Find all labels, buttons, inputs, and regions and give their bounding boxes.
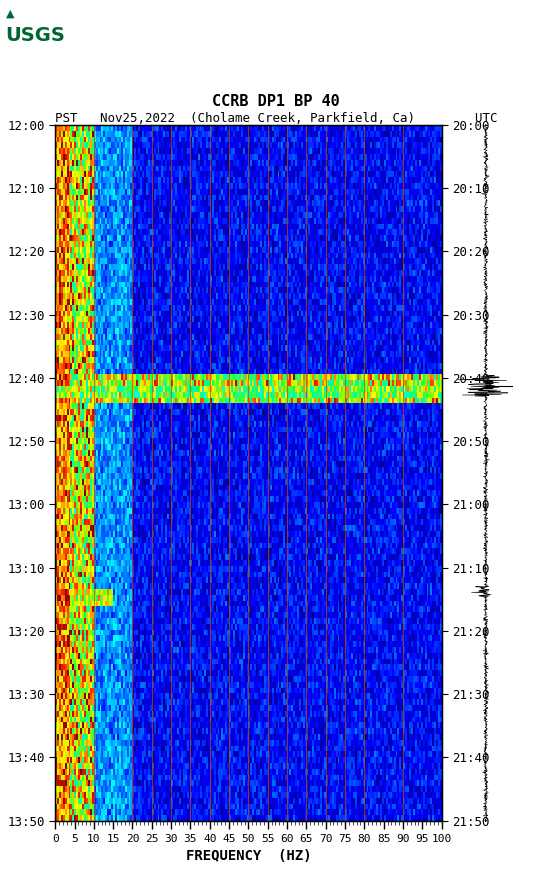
Text: USGS: USGS: [6, 26, 65, 45]
X-axis label: FREQUENCY  (HZ): FREQUENCY (HZ): [185, 849, 311, 863]
Text: ▲: ▲: [6, 9, 14, 19]
Text: PST   Nov25,2022  (Cholame Creek, Parkfield, Ca)        UTC: PST Nov25,2022 (Cholame Creek, Parkfield…: [55, 112, 497, 125]
Text: CCRB DP1 BP 40: CCRB DP1 BP 40: [212, 94, 340, 109]
